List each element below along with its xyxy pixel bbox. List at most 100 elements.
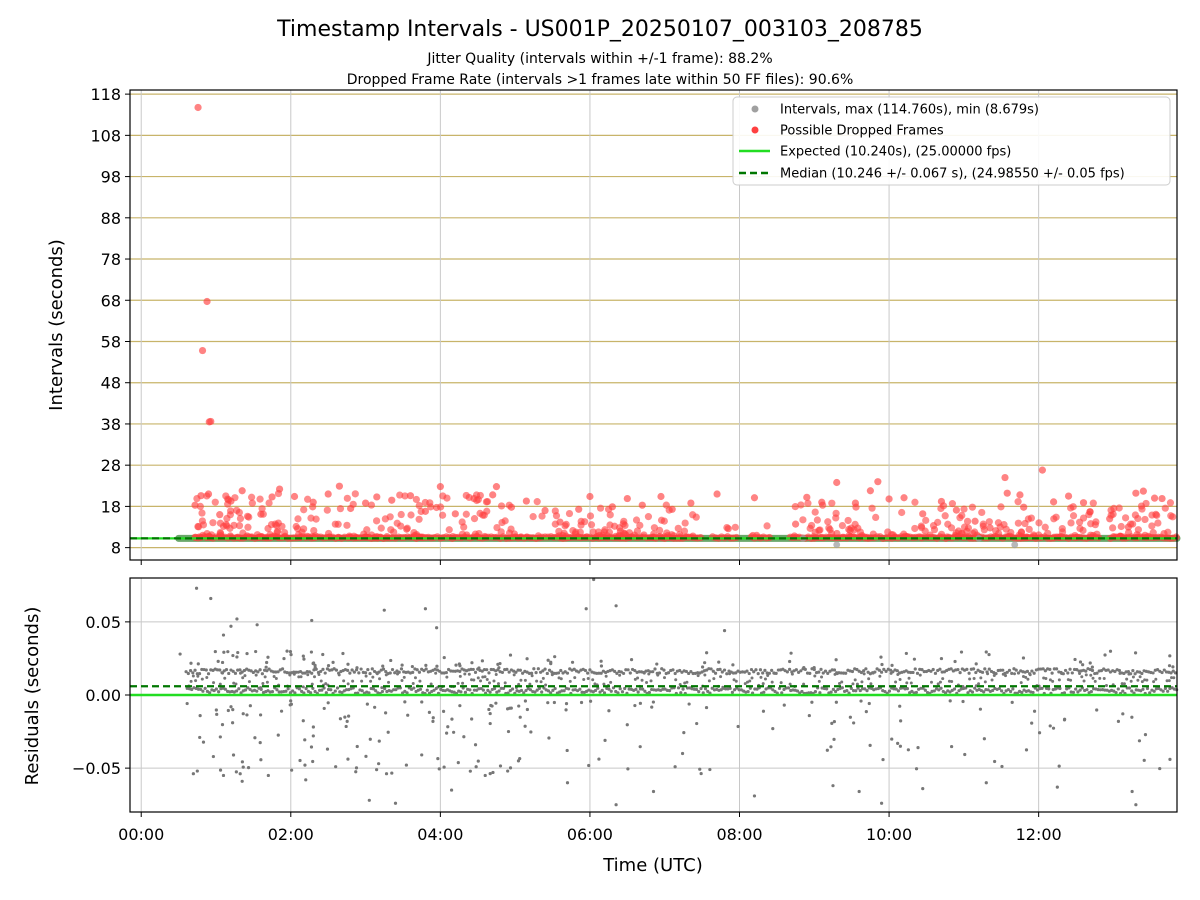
residual-point — [258, 741, 262, 745]
dropped-frame-point — [948, 500, 957, 508]
residual-point — [678, 668, 682, 673]
residual-point — [524, 688, 528, 693]
residual-point — [304, 778, 308, 782]
dropped-frame-point — [1014, 498, 1022, 506]
residual-point — [691, 671, 695, 676]
residuals-x-ticks: 00:00 02:00 04:00 06:00 08:00 10:00 12:00 — [118, 812, 1062, 844]
residual-point — [817, 679, 821, 683]
residual-point — [194, 586, 199, 590]
residual-point — [390, 667, 395, 672]
residual-point — [236, 650, 240, 655]
residual-point — [1080, 675, 1084, 679]
residual-point — [626, 668, 630, 672]
residual-point — [1074, 687, 1078, 691]
residual-point — [512, 673, 516, 677]
residual-point — [633, 677, 637, 681]
residual-point — [767, 671, 772, 675]
residual-point — [463, 672, 467, 676]
residual-point — [777, 686, 782, 691]
residual-point — [258, 668, 262, 672]
residual-point — [921, 686, 925, 690]
residual-point — [948, 690, 952, 694]
dropped-frame-point — [930, 526, 939, 534]
residual-point — [324, 682, 328, 686]
dropped-frame-point — [274, 527, 282, 535]
residual-point — [519, 688, 524, 693]
residual-point — [255, 623, 259, 627]
residual-point — [199, 687, 203, 692]
residual-point — [673, 765, 677, 769]
residual-point — [1057, 678, 1061, 682]
residual-point — [1084, 669, 1088, 673]
residual-point — [1099, 669, 1104, 673]
residual-point — [661, 687, 665, 691]
residual-point — [427, 710, 432, 714]
dropped-frame-point — [415, 501, 423, 510]
dropped-frame-point — [586, 512, 595, 520]
residual-point — [603, 738, 607, 742]
residual-point — [503, 681, 507, 685]
residual-point — [713, 671, 718, 675]
dropped-frame-point — [197, 492, 205, 500]
dropped-frame-point — [1092, 518, 1100, 526]
residual-point — [939, 686, 943, 690]
residual-point — [565, 671, 570, 675]
residual-point — [998, 668, 1003, 672]
dropped-frame-point — [275, 485, 284, 493]
dropped-frame-point — [921, 527, 929, 535]
residual-point — [297, 687, 301, 691]
dropped-frame-point — [937, 530, 946, 538]
dropped-frame-point — [211, 498, 219, 506]
dropped-frame-point — [944, 520, 952, 528]
residual-point — [800, 689, 804, 694]
residual-point — [275, 688, 279, 692]
residual-point — [188, 669, 193, 673]
dropped-frame-point — [436, 483, 444, 491]
residual-point — [312, 675, 316, 679]
residual-point — [720, 670, 724, 674]
residual-point — [1048, 678, 1052, 682]
residual-point — [763, 668, 767, 672]
residual-point — [371, 675, 375, 679]
residual-point — [510, 687, 515, 691]
dropped-frame-point — [1149, 529, 1157, 537]
residual-point — [437, 767, 441, 771]
residual-point — [341, 651, 345, 656]
residual-point — [476, 676, 480, 680]
residual-point — [645, 680, 649, 684]
residual-point — [851, 682, 855, 686]
residual-point — [472, 688, 476, 692]
residual-point — [1129, 672, 1133, 676]
residual-point — [1081, 663, 1085, 667]
dropped-frame-point — [203, 297, 211, 306]
dropped-frame-point — [1014, 519, 1022, 527]
residual-point — [186, 671, 190, 676]
dropped-frame-point — [1124, 523, 1132, 531]
dropped-frame-point — [257, 510, 265, 518]
dropped-frame-point — [958, 511, 966, 520]
residual-point — [894, 687, 898, 691]
residual-point — [551, 688, 555, 692]
residual-point — [384, 711, 388, 715]
residual-point — [587, 763, 591, 768]
residual-point — [306, 673, 310, 677]
residual-point — [820, 675, 824, 679]
dropped-frame-point — [1079, 514, 1088, 522]
residual-point — [746, 689, 750, 694]
residual-point — [782, 703, 786, 707]
dropped-frame-point — [336, 505, 345, 513]
residual-point — [607, 687, 611, 691]
residual-point — [667, 689, 672, 693]
dropped-frame-point — [978, 508, 986, 517]
dropped-frame-point — [731, 523, 739, 531]
dropped-frame-point — [351, 490, 359, 498]
residual-point — [698, 767, 702, 771]
dropped-frame-point — [381, 515, 389, 523]
dropped-frame-point — [363, 526, 371, 534]
residual-point — [592, 577, 596, 582]
residual-point — [907, 676, 911, 680]
residual-point — [972, 677, 976, 681]
residual-point — [671, 668, 675, 672]
residual-point — [311, 686, 315, 691]
residual-point — [730, 690, 734, 694]
